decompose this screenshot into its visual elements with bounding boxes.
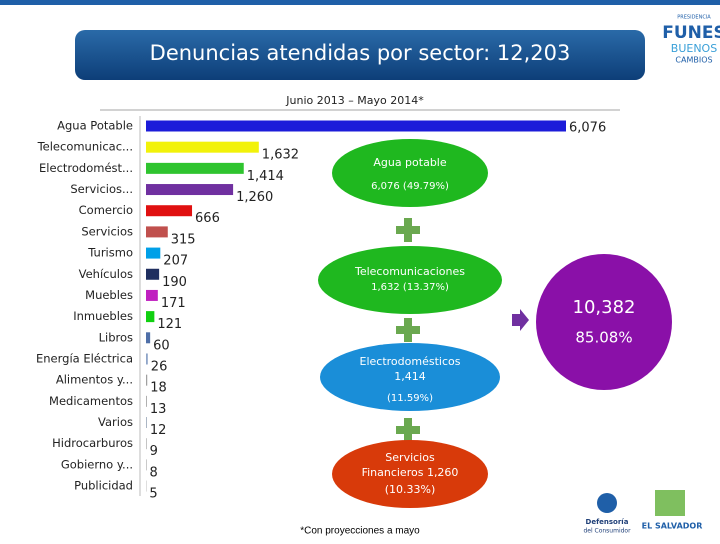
bar xyxy=(146,375,147,386)
bubble-label: 1,414 xyxy=(394,370,426,383)
bar xyxy=(146,353,148,364)
bar xyxy=(146,417,147,428)
value-label: 5 xyxy=(149,487,157,502)
value-label: 315 xyxy=(171,232,196,247)
category-label: Turismo xyxy=(87,246,133,260)
bubble-label: 6,076 (49.79%) xyxy=(371,181,449,192)
total-percent: 85.08% xyxy=(575,329,632,347)
bar xyxy=(146,332,150,343)
bubble-label: Agua potable xyxy=(373,156,447,169)
value-label: 1,414 xyxy=(247,169,284,184)
bar xyxy=(146,311,154,322)
value-label: 1,260 xyxy=(236,190,273,205)
category-label: Libros xyxy=(99,330,133,344)
bubble xyxy=(318,246,502,314)
category-label: Varios xyxy=(98,415,133,429)
bubble-label: Financieros 1,260 xyxy=(362,466,459,479)
bar xyxy=(146,142,259,153)
logo-text: PRESIDENCIA xyxy=(677,15,711,21)
bar xyxy=(146,459,147,470)
category-label: Servicios xyxy=(81,224,133,238)
category-label: Inmuebles xyxy=(73,309,133,323)
logo-text: Defensoría xyxy=(586,518,629,526)
subtitle: Junio 2013 – Mayo 2014* xyxy=(285,94,424,107)
value-label: 26 xyxy=(151,359,168,374)
logo-text: CAMBIOS xyxy=(675,56,712,65)
bubble-label: Telecomunicaciones xyxy=(354,265,465,278)
bubble xyxy=(332,139,488,207)
total-circle xyxy=(536,254,672,390)
category-label: Publicidad xyxy=(74,479,133,493)
value-label: 1,632 xyxy=(262,148,299,163)
total-value: 10,382 xyxy=(573,297,636,318)
category-label: Alimentos y... xyxy=(56,373,133,387)
category-label: Hidrocarburos xyxy=(52,436,133,450)
top-band xyxy=(0,0,720,5)
bar xyxy=(146,226,168,237)
value-label: 12 xyxy=(150,423,167,438)
value-label: 60 xyxy=(153,338,170,353)
bubble-label: Electrodomésticos xyxy=(360,355,461,368)
category-label: Muebles xyxy=(85,288,133,302)
category-label: Gobierno y... xyxy=(61,457,133,471)
category-label: Servicios... xyxy=(70,182,133,196)
bar xyxy=(146,184,233,195)
value-label: 8 xyxy=(150,465,158,480)
bar xyxy=(146,121,566,132)
bubble-label: (10.33%) xyxy=(385,483,436,496)
category-label: Vehículos xyxy=(79,267,133,281)
value-label: 18 xyxy=(150,381,167,396)
bar xyxy=(146,248,160,259)
bar xyxy=(146,163,244,174)
footnote: *Con proyecciones a mayo xyxy=(300,526,420,537)
bubble-label: Servicios xyxy=(385,451,435,464)
category-label: Electrodomést... xyxy=(39,161,133,175)
value-label: 6,076 xyxy=(569,121,606,136)
bar xyxy=(146,269,159,280)
bubble-label: (11.59%) xyxy=(387,393,433,404)
title: Denuncias atendidas por sector: 12,203 xyxy=(150,41,571,65)
value-label: 121 xyxy=(157,317,182,332)
logo-text: FUNES xyxy=(662,23,720,43)
value-label: 171 xyxy=(161,296,186,311)
category-label: Comercio xyxy=(79,203,133,217)
logo-text: del Consumidor xyxy=(583,528,631,535)
value-label: 190 xyxy=(162,275,187,290)
logo-text: EL SALVADOR xyxy=(642,522,703,531)
logo-mark xyxy=(597,493,617,513)
bar xyxy=(146,396,147,407)
value-label: 207 xyxy=(163,254,188,269)
value-label: 9 xyxy=(150,444,158,459)
logo-mark xyxy=(655,490,685,516)
category-label: Energía Eléctrica xyxy=(36,351,133,365)
bar xyxy=(146,290,158,301)
bar xyxy=(146,438,147,449)
value-label: 666 xyxy=(195,211,220,226)
category-label: Medicamentos xyxy=(49,394,133,408)
category-label: Agua Potable xyxy=(57,119,133,133)
category-label: Telecomunicac... xyxy=(37,140,133,154)
logo-text: BUENOS xyxy=(671,42,717,55)
value-label: 13 xyxy=(150,402,167,417)
bar xyxy=(146,205,192,216)
bubble-label: 1,632 (13.37%) xyxy=(371,282,449,293)
